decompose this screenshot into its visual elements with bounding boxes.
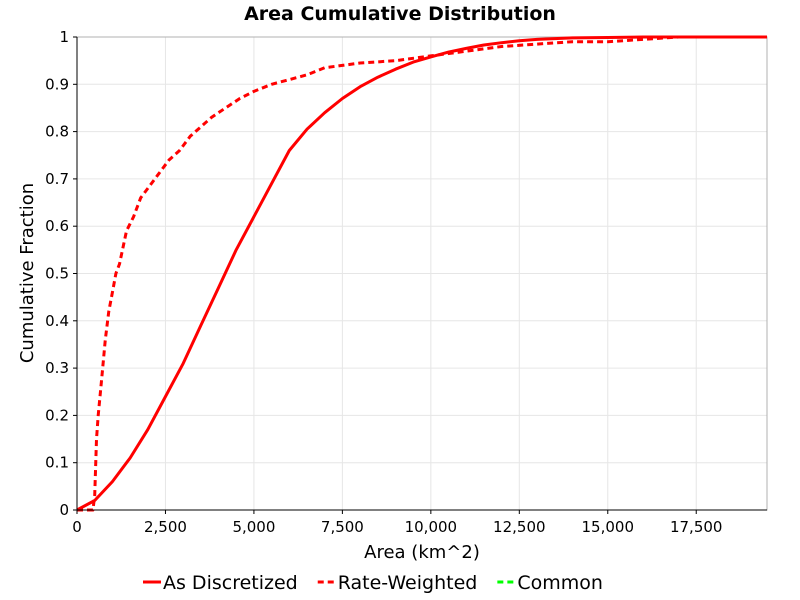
legend-label-common: Common [517, 572, 603, 594]
x-tick-label: 5,000 [232, 518, 275, 536]
chart-title: Area Cumulative Distribution [244, 3, 556, 25]
y-tick-label: 0.6 [45, 217, 69, 235]
y-tick-label: 0.1 [45, 454, 69, 472]
x-tick-label: 0 [72, 518, 82, 536]
series-layer [76, 35, 767, 512]
x-tick-label: 17,500 [670, 518, 723, 536]
legend-label-rate-weighted: Rate-Weighted [338, 572, 478, 594]
series-line-as-discretized [76, 35, 767, 512]
x-tick-label: 7,500 [321, 518, 364, 536]
x-tick-label: 12,500 [493, 518, 546, 536]
x-axis-label: Area (km^2) [364, 542, 480, 563]
y-tick-label: 1 [59, 28, 69, 46]
series-line-rate-weighted [77, 35, 767, 512]
y-tick-label: 0.5 [45, 265, 69, 283]
legend-label-as-discretized: As Discretized [163, 572, 298, 594]
y-tick-label: 0 [59, 501, 69, 519]
x-tick-label: 10,000 [405, 518, 458, 536]
y-tick-label: 0.4 [45, 312, 69, 330]
x-tick-label: 15,000 [582, 518, 635, 536]
y-tick-label: 0.8 [45, 123, 69, 141]
legend: As Discretized Rate-Weighted Common [143, 572, 603, 594]
y-tick-label: 0.7 [45, 170, 69, 188]
ticks-layer: 0 2,500 5,000 7,500 10,000 12,500 15,000 17,500… [45, 28, 722, 536]
y-tick-label: 0.9 [45, 75, 69, 93]
y-tick-label: 0.2 [45, 406, 69, 424]
y-axis-label: Cumulative Fraction [17, 183, 38, 363]
x-tick-label: 2,500 [144, 518, 187, 536]
y-tick-label: 0.3 [45, 359, 69, 377]
